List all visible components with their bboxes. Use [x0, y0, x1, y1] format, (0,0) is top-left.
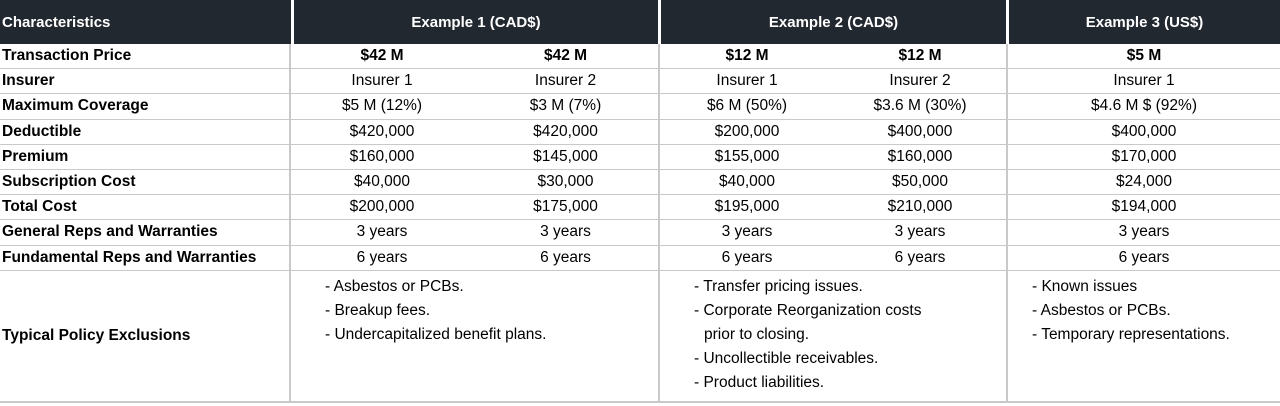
cell: 3 years [1006, 220, 1280, 246]
cell: 6 years [834, 246, 1006, 271]
cell: $155,000 [658, 144, 834, 170]
cell: 6 years [1006, 245, 1280, 271]
cell: $194,000 [1006, 195, 1280, 221]
cell: 6 years [291, 246, 473, 271]
row-label: Total Cost [0, 195, 291, 221]
cell: $160,000 [291, 145, 473, 170]
exclusion-item: - Asbestos or PCBs. [1032, 301, 1171, 319]
cell: 6 years [473, 246, 658, 271]
cell: 3 years [473, 220, 658, 246]
cell: $12 M [834, 44, 1006, 70]
row-label: Insurer [0, 69, 291, 95]
row-maximum-coverage: Maximum Coverage $5 M (12%) $3 M (7%) $6… [0, 94, 1280, 120]
exclusion-item: - Known issues [1032, 277, 1138, 295]
exclusions-example-2: - Transfer pricing issues. - Corporate R… [658, 270, 1006, 403]
header-example-1: Example 1 (CAD$) [291, 0, 658, 44]
cell: $420,000 [291, 120, 473, 145]
row-label: Subscription Cost [0, 169, 291, 196]
row-label: Typical Policy Exclusions [0, 270, 291, 403]
cell: $50,000 [834, 170, 1006, 196]
cell: $400,000 [834, 120, 1006, 145]
exclusion-item: - Product liabilities. [694, 373, 825, 391]
cell: $420,000 [473, 120, 658, 145]
cell: 3 years [658, 220, 834, 246]
cell: $40,000 [658, 169, 834, 196]
header-row: Characteristics Example 1 (CAD$) Example… [0, 0, 1280, 44]
cell: $4.6 M $ (92%) [1006, 94, 1280, 120]
row-label: Fundamental Reps and Warranties [0, 245, 291, 271]
row-total-cost: Total Cost $200,000 $175,000 $195,000 $2… [0, 195, 1280, 221]
row-label: General Reps and Warranties [0, 220, 291, 246]
cell: $200,000 [658, 119, 834, 145]
cell: $160,000 [834, 145, 1006, 170]
exclusion-item: - Uncollectible receivables. [694, 349, 879, 367]
cell: $6 M (50%) [658, 94, 834, 120]
exclusion-item: - Corporate Reorganization costs prior t… [694, 301, 922, 343]
cell: $210,000 [834, 195, 1006, 221]
row-premium: Premium $160,000 $145,000 $155,000 $160,… [0, 144, 1280, 170]
row-label: Transaction Price [0, 44, 291, 70]
cell: 3 years [291, 220, 473, 246]
cell: Insurer 1 [658, 69, 834, 95]
row-label: Deductible [0, 119, 291, 145]
cell: $24,000 [1006, 169, 1280, 196]
exclusion-item: - Breakup fees. [325, 301, 431, 319]
header-example-3: Example 3 (US$) [1006, 0, 1280, 44]
cell: Insurer 2 [473, 69, 658, 95]
cell: Insurer 2 [834, 69, 1006, 95]
cell: $40,000 [291, 170, 473, 196]
row-general-reps: General Reps and Warranties 3 years 3 ye… [0, 220, 1280, 246]
exclusion-item: - Undercapitalized benefit plans. [325, 325, 547, 343]
cell: $200,000 [291, 195, 473, 221]
cell: $30,000 [473, 170, 658, 196]
cell: $3 M (7%) [473, 94, 658, 120]
cell: Insurer 1 [1006, 69, 1280, 95]
cell: $5 M [1006, 44, 1280, 70]
cell: $145,000 [473, 145, 658, 170]
row-label: Maximum Coverage [0, 94, 291, 120]
row-insurer: Insurer Insurer 1 Insurer 2 Insurer 1 In… [0, 69, 1280, 95]
row-transaction-price: Transaction Price $42 M $42 M $12 M $12 … [0, 44, 1280, 70]
cell: $400,000 [1006, 119, 1280, 145]
header-example-2: Example 2 (CAD$) [658, 0, 1006, 44]
cell: $42 M [473, 44, 658, 70]
row-deductible: Deductible $420,000 $420,000 $200,000 $4… [0, 119, 1280, 145]
cell: 6 years [658, 245, 834, 271]
exclusion-item: - Asbestos or PCBs. [325, 277, 464, 295]
exclusions-example-3: - Known issues - Asbestos or PCBs. - Tem… [1006, 270, 1280, 403]
cell: $5 M (12%) [291, 94, 473, 120]
row-policy-exclusions: Typical Policy Exclusions - Asbestos or … [0, 270, 1280, 403]
header-characteristics: Characteristics [0, 0, 291, 44]
cell: 3 years [834, 220, 1006, 246]
row-fundamental-reps: Fundamental Reps and Warranties 6 years … [0, 245, 1280, 271]
cell: $175,000 [473, 195, 658, 221]
cell: $42 M [291, 44, 473, 70]
cell: $3.6 M (30%) [834, 94, 1006, 120]
cell: Insurer 1 [291, 69, 473, 95]
exclusions-example-1: - Asbestos or PCBs. - Breakup fees. - Un… [291, 271, 658, 403]
cell: $170,000 [1006, 144, 1280, 170]
cell: $12 M [658, 44, 834, 70]
exclusion-item: - Transfer pricing issues. [694, 277, 863, 295]
row-label: Premium [0, 144, 291, 170]
exclusion-item: - Temporary representations. [1032, 325, 1230, 343]
cell: $195,000 [658, 195, 834, 221]
row-subscription-cost: Subscription Cost $40,000 $30,000 $40,00… [0, 169, 1280, 196]
